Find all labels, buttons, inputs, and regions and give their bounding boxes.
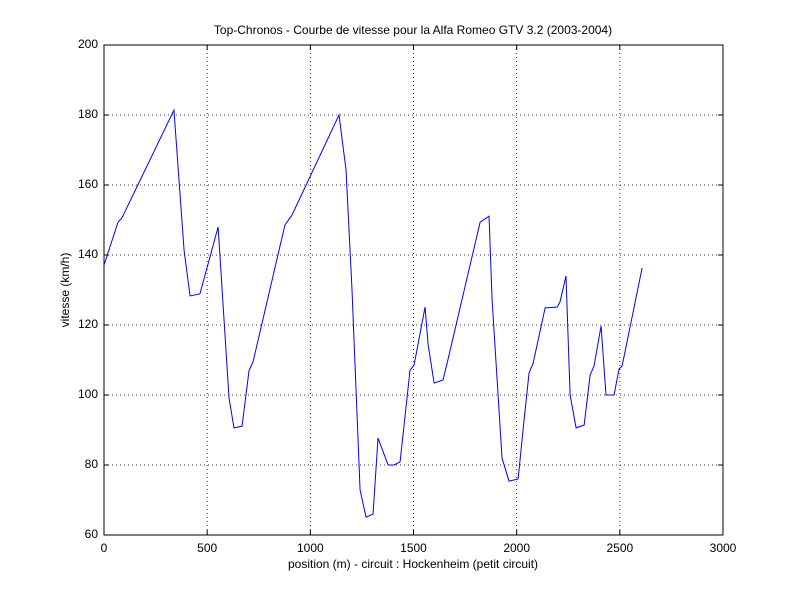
x-axis-label: position (m) - circuit : Hockenheim (pet…: [288, 557, 538, 571]
y-tick-label: 200: [78, 37, 98, 51]
x-tick-label: 0: [101, 541, 108, 555]
x-tick-label: 3000: [710, 541, 737, 555]
axes-box: [103, 44, 724, 536]
y-tick-label: 60: [85, 527, 99, 541]
y-tick-label: 120: [78, 317, 98, 331]
y-tick-label: 140: [78, 247, 98, 261]
y-axis-label: vitesse (km/h): [58, 253, 72, 328]
y-tick-label: 160: [78, 177, 98, 191]
x-tick-label: 1500: [400, 541, 427, 555]
y-tick-label: 180: [78, 107, 98, 121]
x-tick-label: 500: [197, 541, 217, 555]
line-series: [103, 108, 643, 518]
y-tick-label: 80: [85, 457, 99, 471]
y-tick-label: 100: [78, 387, 98, 401]
x-tick-label: 2000: [503, 541, 530, 555]
x-tick-label: 2500: [606, 541, 633, 555]
chart-title: Top-Chronos - Courbe de vitesse pour la …: [214, 23, 612, 37]
x-tick-label: 1000: [297, 541, 324, 555]
